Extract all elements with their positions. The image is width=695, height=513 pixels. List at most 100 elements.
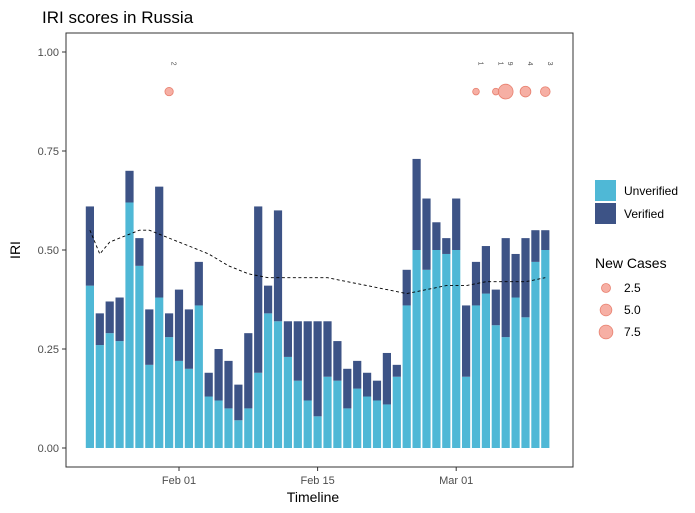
bar-verified: [412, 158, 421, 250]
bar-unverified: [333, 380, 342, 448]
bar-unverified: [165, 337, 174, 448]
new-cases-label: 1: [496, 62, 503, 66]
bar-unverified: [353, 388, 362, 448]
legend-swatch-verified: [595, 203, 616, 224]
bar-verified: [234, 384, 243, 421]
bar-verified: [293, 321, 302, 381]
bar-unverified: [481, 293, 490, 448]
bar-unverified: [343, 408, 352, 448]
bar-unverified: [224, 408, 233, 448]
bar-unverified: [412, 250, 421, 448]
bar-unverified: [521, 317, 530, 448]
bar-unverified: [264, 313, 273, 448]
bar-unverified: [382, 404, 391, 448]
legend-size-label: 5.0: [624, 303, 641, 317]
bar-verified: [194, 261, 203, 306]
bar-verified: [353, 360, 362, 389]
bar-unverified: [541, 250, 550, 448]
new-cases-point: [540, 86, 551, 97]
bar-unverified: [145, 364, 154, 448]
bar-unverified: [511, 297, 520, 448]
y-tick-label: 1.00: [38, 47, 59, 59]
bar-verified: [481, 246, 490, 294]
bar-verified: [155, 186, 164, 298]
legend-size-point: [598, 324, 614, 340]
bar-verified: [501, 238, 510, 338]
bar-unverified: [105, 333, 114, 448]
new-cases-label: 4: [526, 62, 533, 66]
legend-label-unverified: Unverified: [624, 184, 678, 198]
y-axis-label: IRI: [7, 241, 23, 259]
legend-swatch-unverified: [595, 180, 616, 201]
new-cases-label: 9: [506, 62, 513, 66]
x-tick-label: Feb 15: [300, 475, 334, 487]
bar-verified: [333, 341, 342, 381]
y-tick-label: 0.50: [38, 245, 59, 257]
bar-verified: [165, 313, 174, 338]
bar-verified: [174, 289, 184, 361]
bar-unverified: [422, 269, 431, 448]
bar-unverified: [135, 265, 144, 448]
bar-verified: [491, 289, 500, 326]
bar-verified: [382, 352, 391, 405]
bar-unverified: [214, 400, 223, 448]
bar-unverified: [313, 416, 322, 448]
bar-verified: [462, 305, 471, 377]
y-axis: 0.00 0.25 0.50 0.75 1.00: [38, 47, 66, 455]
bar-verified: [372, 380, 382, 401]
bar-verified: [244, 333, 253, 409]
bar-verified: [145, 309, 154, 365]
bar-verified: [273, 210, 283, 322]
bar-verified: [392, 364, 401, 377]
bar-unverified: [254, 372, 263, 448]
bar-unverified: [363, 396, 372, 448]
bar-verified: [363, 372, 372, 397]
bar-verified: [323, 321, 332, 377]
legend-size-label: 2.5: [624, 281, 641, 295]
bar-verified: [471, 261, 481, 306]
bar-unverified: [194, 305, 203, 448]
bar-verified: [254, 206, 263, 373]
bar-verified: [531, 230, 540, 262]
new-cases-label: 2: [170, 62, 177, 66]
bar-verified: [224, 360, 233, 409]
bar-unverified: [323, 376, 332, 448]
bar-unverified: [471, 305, 481, 448]
legend-size-point: [599, 303, 613, 317]
bar-unverified: [283, 356, 292, 448]
bar-verified: [303, 321, 312, 401]
y-tick-label: 0.75: [38, 146, 59, 158]
bar-verified: [313, 321, 322, 417]
bar-unverified: [491, 325, 500, 448]
legend-size-label: 7.5: [624, 325, 641, 339]
bar-verified: [283, 321, 292, 357]
new-cases-point: [164, 87, 174, 97]
bar-verified: [442, 238, 451, 254]
bar-unverified: [115, 341, 124, 448]
bar-unverified: [392, 376, 401, 448]
bar-unverified: [174, 360, 184, 448]
bar-verified: [511, 253, 520, 298]
bar-unverified: [462, 376, 471, 448]
bar-verified: [214, 349, 223, 401]
bar-unverified: [244, 408, 253, 448]
bar-unverified: [184, 368, 193, 448]
bar-unverified: [452, 250, 461, 448]
x-axis: Feb 01 Feb 15 Mar 01: [162, 467, 473, 487]
bar-unverified: [204, 396, 213, 448]
bar-verified: [135, 238, 144, 266]
bar-verified: [541, 230, 550, 250]
bar-verified: [402, 269, 411, 306]
bar-verified: [343, 368, 352, 409]
chart-title: IRI scores in Russia: [42, 8, 194, 27]
bar-unverified: [273, 321, 283, 448]
bar-verified: [264, 285, 273, 314]
legend-size-point: [601, 283, 611, 293]
bar-unverified: [303, 400, 312, 448]
bar-unverified: [372, 400, 382, 448]
bar-verified: [95, 313, 104, 346]
bar-unverified: [95, 345, 104, 448]
x-tick-label: Mar 01: [439, 475, 473, 487]
